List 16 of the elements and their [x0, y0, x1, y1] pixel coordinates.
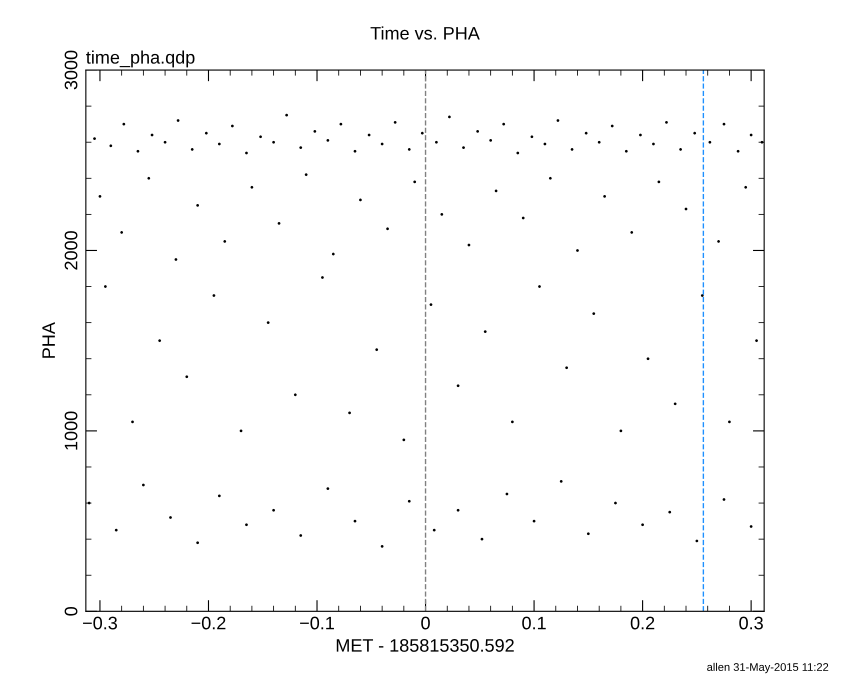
x-tick-label: −0.3	[83, 616, 117, 630]
text: allen 31-May-2015 11:22	[707, 662, 828, 674]
x-tick-label: −0.1	[300, 616, 334, 630]
y-tick-label: 0	[64, 607, 78, 616]
x-tick-label: 0.3	[739, 616, 763, 630]
y-tick-label: 2000	[64, 231, 78, 270]
y-tick-label: 1000	[64, 412, 78, 450]
x-axis-title: MET - 185815350.592	[336, 639, 514, 652]
x-tick-label: 0.2	[630, 616, 654, 630]
x-tick-label: 0.1	[522, 616, 546, 630]
text: time_pha.qdp	[86, 50, 195, 68]
x-tick-label: 0	[421, 616, 430, 630]
y-axis-title: PHA	[42, 322, 55, 358]
y-tick-label: 3000	[64, 50, 78, 90]
x-tick-label: −0.2	[192, 616, 226, 630]
chart-title: Time vs. PHA	[370, 26, 480, 40]
